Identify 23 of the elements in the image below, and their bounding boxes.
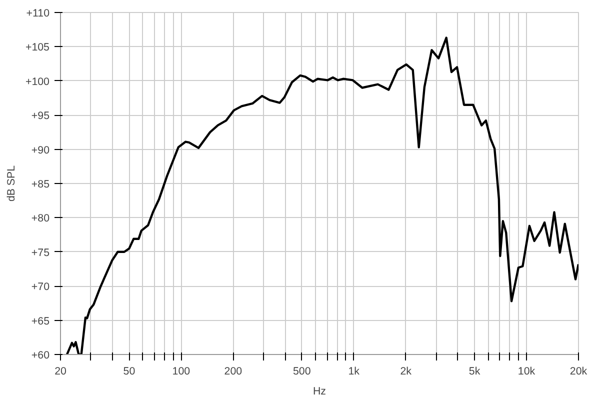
- x-tick-label: 5k: [468, 366, 481, 378]
- y-tick-label: +110: [26, 8, 50, 20]
- x-tick-label: 50: [123, 366, 136, 378]
- x-tick-label: 1k: [348, 366, 360, 378]
- y-tick-label: +100: [25, 76, 50, 88]
- x-tick-label: 100: [172, 366, 190, 378]
- y-tick-label: +70: [31, 281, 50, 294]
- y-tick-label: +80: [31, 212, 50, 225]
- x-tick-label: 2k: [400, 366, 412, 378]
- x-tick-label: 10k: [518, 366, 536, 378]
- x-tick-label: 20k: [570, 366, 588, 378]
- y-tick-label: +90: [31, 144, 50, 156]
- y-axis-title: dB SPL: [5, 165, 18, 202]
- y-tick-label: +85: [31, 178, 50, 190]
- x-tick-label: 500: [292, 366, 311, 378]
- y-tick-label: +95: [31, 110, 50, 122]
- x-tick-label: 20: [54, 366, 66, 378]
- y-tick-label: +60: [31, 350, 50, 362]
- x-axis-title: Hz: [312, 386, 326, 398]
- x-tick-label: 200: [224, 366, 242, 378]
- y-tick-label: +65: [31, 315, 50, 328]
- y-tick-label: +105: [25, 42, 50, 54]
- y-tick-label: +75: [31, 246, 50, 259]
